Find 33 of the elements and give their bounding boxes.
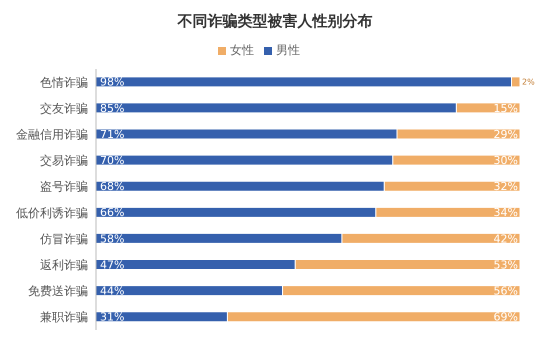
- y-tick-label: 低价利诱诈骗: [16, 206, 88, 220]
- y-tick-label: 色情诈骗: [40, 75, 88, 90]
- data-label: 53%: [494, 258, 518, 272]
- data-label: 56%: [494, 284, 518, 298]
- y-tick-label: 免费送诈骗: [28, 284, 88, 298]
- data-label: 98%: [100, 76, 124, 89]
- data-label: 58%: [100, 232, 124, 246]
- data-label: 44%: [100, 284, 124, 298]
- data-label: 32%: [494, 180, 518, 194]
- data-label: 31%: [100, 310, 124, 324]
- data-label: 85%: [100, 102, 124, 115]
- data-label: 42%: [494, 232, 518, 246]
- legend-label: 男性: [276, 43, 300, 57]
- y-tick-label: 金融信用诈骗: [16, 128, 88, 142]
- data-label: 71%: [100, 128, 124, 141]
- data-label: 47%: [100, 258, 124, 272]
- chart-title: 不同诈骗类型被害人性别分布: [176, 11, 374, 32]
- data-label: 15%: [494, 102, 518, 115]
- y-tick-label: 交易诈骗: [40, 154, 88, 168]
- y-tick-label: 交友诈骗: [40, 101, 88, 116]
- data-label: 2%: [522, 78, 536, 87]
- data-label: 29%: [494, 128, 518, 141]
- data-label: 66%: [100, 206, 124, 220]
- data-label: 30%: [494, 154, 518, 167]
- data-label: 34%: [494, 206, 518, 220]
- data-label: 70%: [100, 154, 124, 167]
- data-label: 68%: [100, 180, 124, 194]
- y-tick-label: 仿冒诈骗: [39, 232, 88, 246]
- legend-label: 女性: [230, 43, 254, 57]
- y-tick-label: 盗号诈骗: [40, 180, 88, 194]
- y-tick-label: 返利诈骗: [40, 258, 88, 272]
- data-label: 69%: [494, 310, 518, 324]
- y-tick-label: 兼职诈骗: [40, 310, 88, 324]
